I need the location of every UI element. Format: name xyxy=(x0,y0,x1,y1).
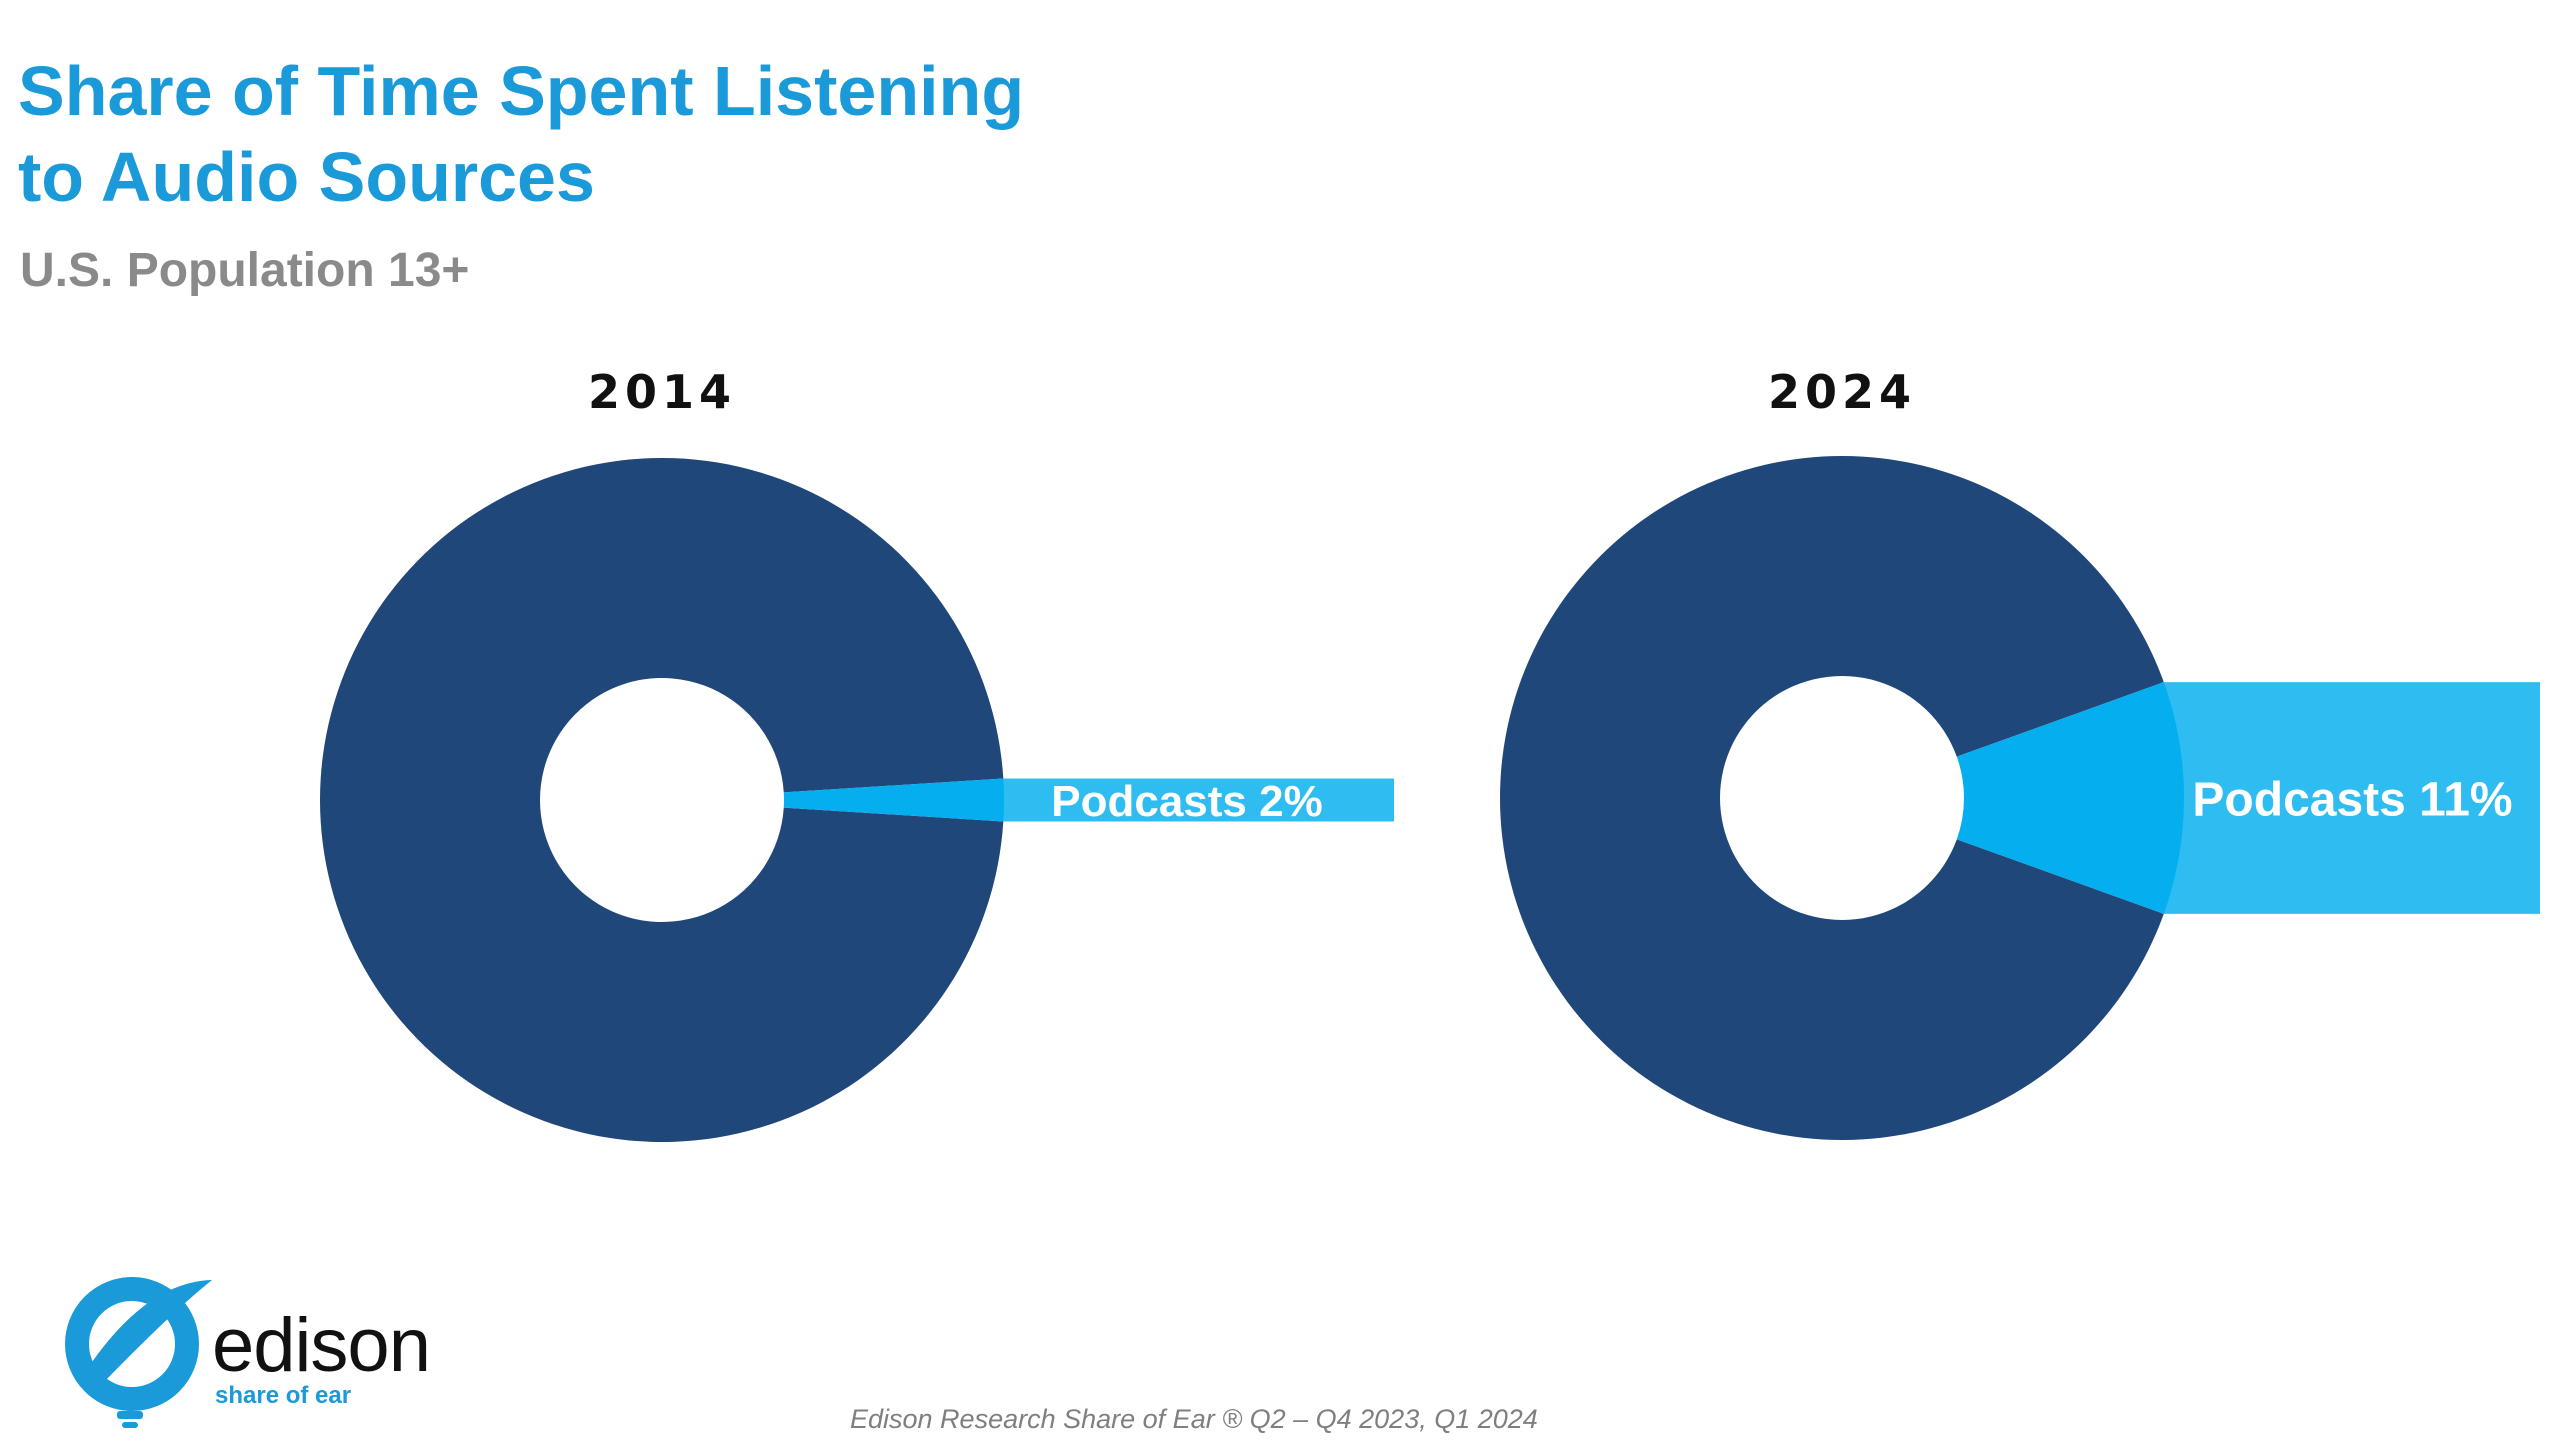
donut-slice-other-2014 xyxy=(319,458,1004,1143)
callout-label-2014: Podcasts 2% xyxy=(1051,777,1322,826)
source-footnote: Edison Research Share of Ear ® Q2 – Q4 2… xyxy=(850,1404,1538,1434)
logo-wordmark: edison xyxy=(212,1303,431,1388)
chart-title-2014: 2014 xyxy=(588,365,736,419)
donut-slice-podcasts-2014 xyxy=(783,778,1004,822)
donut-chart-2014: 2014 Podcasts 2% xyxy=(319,365,1394,1143)
callout-label-2024: Podcasts 11% xyxy=(2192,773,2512,826)
callout-box-2014 xyxy=(1001,778,1394,822)
edison-bulb-icon xyxy=(65,1277,212,1428)
donut-slice-podcasts-2024 xyxy=(1956,682,2184,914)
title-line-1: Share of Time Spent Listening xyxy=(18,52,1025,130)
logo-tagline: share of ear xyxy=(215,1382,352,1409)
edison-logo: edison share of ear xyxy=(62,1272,482,1432)
chart-title-2024: 2024 xyxy=(1768,365,1916,419)
donut-chart-2024: 2024 Podcasts 11% xyxy=(1500,365,2540,1141)
page-subtitle: U.S. Population 13+ xyxy=(20,244,470,297)
title-line-2: to Audio Sources xyxy=(18,138,595,216)
callout-box-2024 xyxy=(2161,682,2540,914)
donut-slice-other-2024 xyxy=(1500,455,2164,1141)
page-title: Share of Time Spent Listening to Audio S… xyxy=(18,48,1024,220)
